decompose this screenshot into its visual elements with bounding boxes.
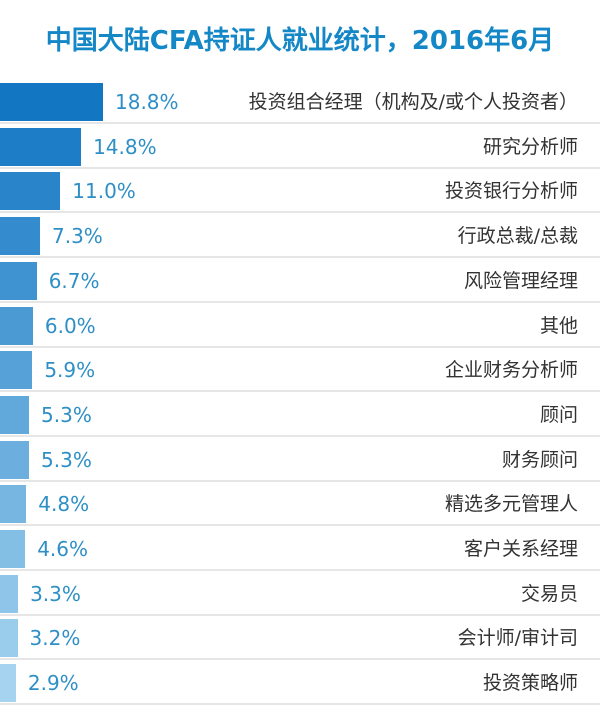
bar bbox=[0, 306, 33, 345]
bar bbox=[0, 530, 26, 568]
bar bbox=[0, 172, 61, 211]
row-separator bbox=[0, 345, 600, 348]
row-separator bbox=[0, 390, 600, 393]
bar-row: 7.3% 行政总裁/总裁 bbox=[0, 214, 600, 259]
bar-value-label: 4.6% bbox=[37, 537, 88, 561]
row-separator bbox=[0, 256, 600, 259]
bar-value-label: 11.0% bbox=[72, 179, 136, 204]
chart-title: 中国大陆CFA持证人就业统计，2016年6月 bbox=[45, 26, 555, 56]
bar bbox=[0, 217, 40, 256]
category-label: 投资策略师 bbox=[482, 672, 578, 695]
bar-value-label: 5.9% bbox=[44, 358, 96, 383]
row-separator bbox=[0, 434, 600, 437]
bar-row: 6.7% 风险管理经理 bbox=[0, 259, 600, 303]
category-label: 精选多元管理人 bbox=[444, 493, 578, 516]
bar-row: 3.3% 交易员 bbox=[0, 572, 600, 616]
row-separator bbox=[0, 122, 600, 124]
bar-row: 5.9% 企业财务分析师 bbox=[0, 348, 600, 393]
bar-value-label: 7.3% bbox=[51, 224, 103, 249]
bar-row: 4.8% 精选多元管理人 bbox=[0, 482, 600, 527]
bar-value-label: 2.9% bbox=[27, 671, 79, 696]
row-separator bbox=[0, 166, 600, 169]
bar bbox=[0, 395, 30, 434]
row-separator bbox=[0, 613, 600, 616]
bar-value-label: 4.8% bbox=[38, 492, 90, 517]
bar bbox=[0, 440, 30, 479]
category-label: 企业财务分析师 bbox=[444, 359, 578, 382]
bar bbox=[0, 351, 33, 390]
row-separator bbox=[0, 300, 600, 303]
bar bbox=[0, 83, 103, 121]
bar bbox=[0, 664, 16, 703]
bar-row: 11.0% 投资银行分析师 bbox=[0, 169, 600, 214]
row-separator bbox=[0, 569, 600, 571]
bar-value-label: 5.3% bbox=[41, 402, 92, 427]
bar-value-label: 14.8% bbox=[93, 134, 157, 159]
bar-row: 6.0% 其他 bbox=[0, 304, 600, 348]
bar-row: 2.9% 投资策略师 bbox=[0, 661, 600, 705]
row-separator bbox=[0, 524, 600, 527]
bar-value-label: 6.7% bbox=[48, 268, 100, 293]
bar bbox=[0, 261, 37, 300]
row-separator bbox=[0, 211, 600, 214]
category-label: 投资组合经理（机构及/或个人投资者） bbox=[248, 91, 578, 113]
bar-value-label: 3.3% bbox=[30, 581, 81, 606]
category-label: 客户关系经理 bbox=[463, 538, 578, 560]
bar-row: 14.8% 研究分析师 bbox=[0, 125, 600, 169]
category-label: 其他 bbox=[539, 314, 578, 337]
category-label: 投资银行分析师 bbox=[444, 180, 578, 203]
bar-value-label: 3.2% bbox=[29, 626, 81, 651]
bar-row: 18.8% 投资组合经理（机构及/或个人投资者） bbox=[0, 80, 600, 124]
category-label: 交易员 bbox=[520, 582, 578, 605]
category-label: 风险管理经理 bbox=[463, 269, 578, 292]
bar-row: 5.3% 财务顾问 bbox=[0, 438, 600, 482]
category-label: 研究分析师 bbox=[482, 135, 578, 158]
bar bbox=[0, 485, 27, 524]
bar bbox=[0, 574, 19, 613]
bar-row: 4.6% 客户关系经理 bbox=[0, 527, 600, 571]
bar-row: 5.3% 顾问 bbox=[0, 393, 600, 437]
bar-value-label: 18.8% bbox=[115, 90, 179, 114]
bar-row: 3.2% 会计师/审计司 bbox=[0, 616, 600, 661]
bar-value-label: 6.0% bbox=[44, 313, 96, 338]
row-separator bbox=[0, 658, 600, 661]
bar bbox=[0, 619, 18, 658]
category-label: 顾问 bbox=[539, 403, 578, 426]
category-label: 财务顾问 bbox=[501, 448, 578, 471]
category-label: 会计师/审计司 bbox=[457, 627, 578, 650]
bar-value-label: 5.3% bbox=[41, 447, 92, 472]
row-separator bbox=[0, 479, 600, 482]
bar bbox=[0, 127, 82, 166]
category-label: 行政总裁/总裁 bbox=[457, 225, 578, 248]
